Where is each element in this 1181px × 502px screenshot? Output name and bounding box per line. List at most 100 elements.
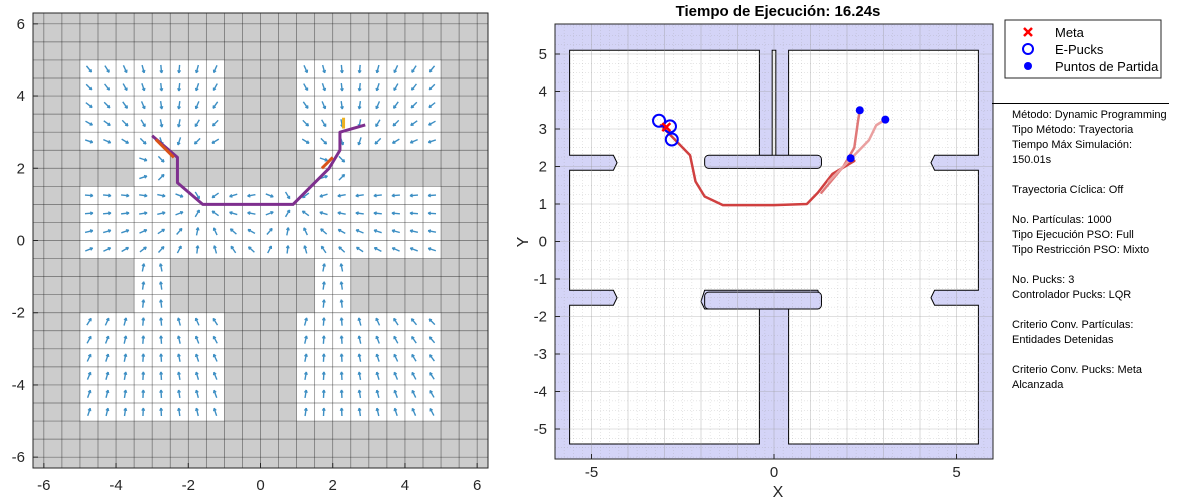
quiver-arrow [247, 212, 256, 215]
quiver-arrow [355, 229, 364, 234]
quiver-arrow-head [337, 211, 341, 216]
info-line: No. Partículas: 1000 [1012, 214, 1112, 226]
quiver-arrow-head [211, 140, 215, 144]
quiver-arrow-head [143, 157, 148, 162]
quiver-arrow-head [247, 246, 252, 250]
quiver-arrow [157, 155, 165, 163]
quiver-arrow-head [429, 389, 433, 394]
quiver-arrow-head [126, 211, 130, 216]
quiver-arrow-head [429, 354, 433, 358]
quiver-arrow [122, 101, 128, 109]
quiver-arrow [175, 211, 184, 216]
quiver-arrow [141, 64, 145, 74]
quiver-arrow-head [212, 87, 217, 92]
quiver-arrow [393, 65, 399, 73]
quiver-arrow-head [428, 318, 433, 322]
quiver-arrow [340, 299, 343, 308]
quiver-arrow [84, 247, 93, 252]
quiver-arrow [427, 212, 437, 215]
x-tick-label: 0 [256, 477, 264, 494]
quiver-arrow-head [338, 246, 342, 250]
quiver-arrow-head [339, 299, 344, 303]
quiver-arrow-head [89, 193, 94, 198]
quiver-arrow [140, 101, 146, 110]
y-tick-label: -5 [534, 421, 547, 438]
quiver-arrow [86, 389, 92, 398]
quiver-arrow [393, 101, 399, 109]
quiver-arrow [411, 372, 417, 380]
quiver-arrow [409, 212, 419, 215]
quiver-arrow [157, 211, 166, 215]
quiver-arrow-head [141, 69, 146, 74]
quiver-arrow-head [212, 317, 217, 322]
quiver-arrow-head [337, 228, 342, 233]
quiver-arrow-head [321, 371, 326, 375]
quiver-arrow [230, 245, 237, 254]
quiver-arrow-head [324, 174, 328, 179]
quiver-arrow [195, 353, 200, 362]
quiver-arrow [303, 227, 308, 236]
quiver-arrow-head [375, 389, 380, 394]
quiver-arrow [160, 317, 163, 326]
quiver-arrow [409, 194, 419, 197]
quiver-arrow-head [341, 173, 346, 178]
y-tick-label: 0 [17, 233, 25, 250]
quiver-arrow [105, 371, 109, 380]
quiver-arrow-head [357, 88, 362, 92]
info-spacer [1012, 258, 1172, 273]
quiver-arrow [428, 318, 436, 326]
y-tick-label: 3 [539, 121, 547, 138]
quiver-arrow [393, 353, 399, 362]
quiver-arrow-head [123, 353, 128, 357]
trajectory-plot: -5 0 5 5 4 3 2 1 0 -1 -2 -3 -4 -5 [534, 23, 994, 481]
quiver-arrow-head [229, 193, 233, 198]
quiver-arrow-head [411, 353, 415, 358]
quiver-arrow-head [409, 193, 413, 198]
quiver-arrow [322, 317, 325, 326]
quiver-arrow [410, 318, 418, 326]
quiver-arrow [338, 173, 346, 181]
quiver-arrow-head [375, 69, 380, 74]
quiver-arrow-head [411, 69, 415, 73]
quiver-arrow-head [211, 122, 216, 127]
quiver-arrow-head [393, 69, 398, 74]
quiver-arrow [159, 119, 163, 128]
info-line: Tipo Restricción PSO: Mixto [1012, 244, 1150, 256]
quiver-arrow [284, 209, 291, 218]
quiver-arrow-head [87, 389, 92, 394]
quiver-arrow [102, 212, 112, 215]
quiver-arrow [157, 246, 165, 253]
quiver-arrow-head [108, 211, 112, 216]
quiver-arrow-head [212, 371, 217, 376]
quiver-arrow [177, 119, 181, 128]
quiver-arrow [391, 212, 400, 215]
quiver-arrow-head [177, 106, 181, 110]
legend-meta-icon [1023, 27, 1033, 37]
quiver-arrow-head [321, 299, 326, 303]
quiver-arrow [159, 263, 163, 272]
quiver-arrow [303, 65, 308, 73]
quiver-arrow [195, 227, 199, 236]
quiver-arrow [428, 120, 436, 126]
quiver-arrow-head [194, 87, 199, 92]
quiver-arrow [321, 83, 326, 92]
quiver-arrow [340, 281, 344, 290]
quiver-arrow [159, 281, 163, 290]
quiver-arrow-head [393, 353, 397, 358]
y-tick-label: 6 [17, 16, 25, 33]
quiver-arrow [103, 247, 111, 252]
quiver-arrow [358, 317, 362, 326]
quiver-arrow [86, 335, 92, 344]
quiver-arrow [303, 83, 309, 91]
y-tick-label: -1 [534, 271, 547, 288]
quiver-arrow [86, 353, 92, 362]
quiver-arrow-head [375, 105, 380, 110]
quiver-arrow-head [428, 69, 433, 73]
quiver-arrow [337, 193, 346, 197]
path-series [151, 123, 366, 206]
y-tick-label: -3 [534, 346, 547, 363]
quiver-arrow [322, 335, 325, 344]
quiver-arrow-head [141, 87, 146, 92]
quiver-arrow [139, 157, 148, 162]
quiver-arrow-head [357, 106, 362, 110]
